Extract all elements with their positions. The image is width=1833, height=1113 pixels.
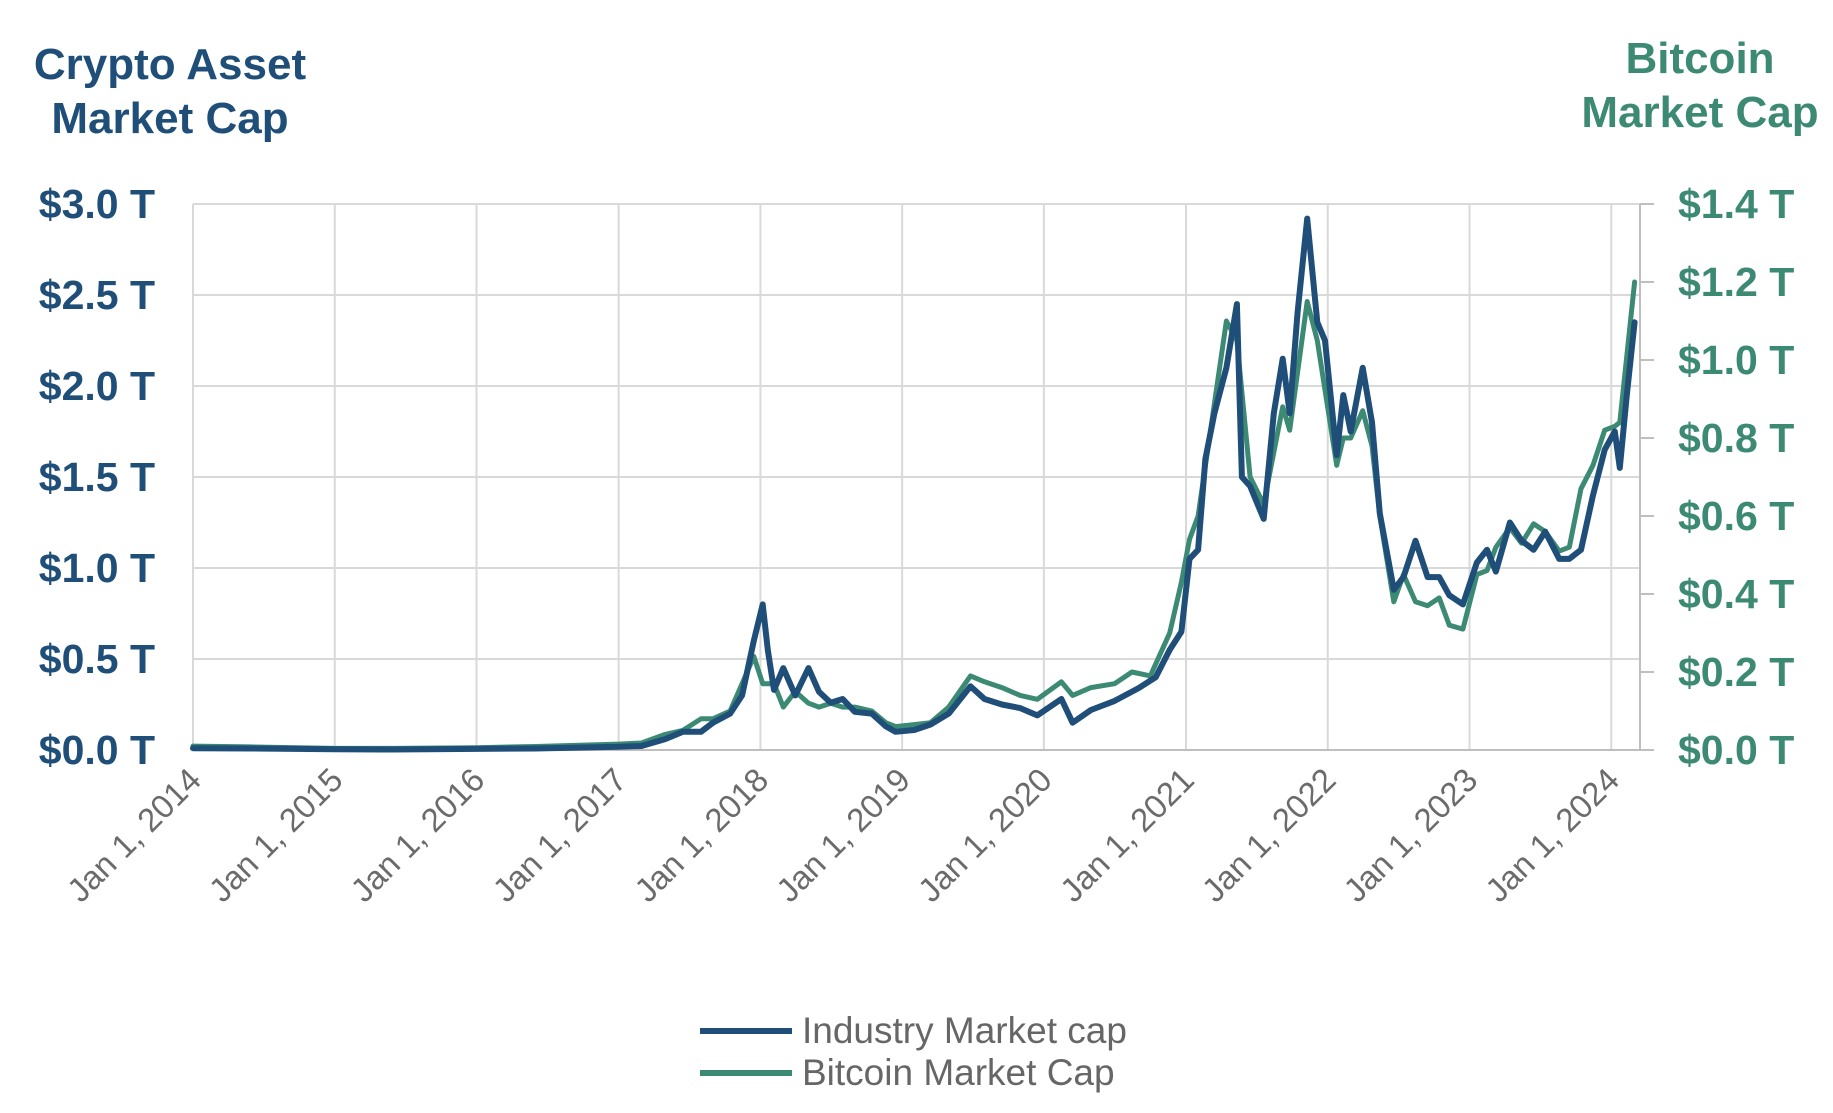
left-axis-title: Crypto Asset Market Cap — [0, 38, 340, 146]
left-axis-title-line-1: Crypto Asset — [33, 40, 307, 89]
legend-swatch-industry — [700, 1028, 792, 1034]
legend-label-industry: Industry Market cap — [802, 1010, 1127, 1051]
y-left-tick-label: $2.5 T — [39, 272, 155, 318]
y-right-tick-label: $0.0 T — [1678, 727, 1794, 773]
y-right-tick-label: $0.6 T — [1678, 493, 1794, 539]
y-left-tick-label: $1.5 T — [39, 454, 155, 500]
x-tick-label: Jan 1, 2016 — [343, 761, 491, 909]
gridlines — [192, 203, 1640, 751]
legend-swatch-bitcoin — [700, 1070, 792, 1076]
series-lines — [190, 215, 1638, 753]
x-tick-label: Jan 1, 2021 — [1053, 761, 1201, 909]
x-tick-label: Jan 1, 2015 — [202, 761, 350, 909]
legend-item-industry: Industry Market cap — [700, 1010, 1127, 1052]
x-tick-label: Jan 1, 2019 — [769, 761, 917, 909]
legend-label-bitcoin: Bitcoin Market Cap — [802, 1052, 1115, 1093]
legend-item-bitcoin: Bitcoin Market Cap — [700, 1052, 1127, 1094]
x-tick-label: Jan 1, 2017 — [485, 761, 633, 909]
x-tick-label: Jan 1, 2018 — [627, 761, 775, 909]
x-tick-label: Jan 1, 2023 — [1336, 761, 1484, 909]
y-right-tick-label: $0.4 T — [1678, 571, 1794, 617]
y-right-tick-label: $1.0 T — [1678, 337, 1794, 383]
y-right-tick-label: $0.2 T — [1678, 649, 1794, 695]
right-axis-title: Bitcoin Market Cap — [1560, 32, 1833, 140]
y-left-tick-label: $1.0 T — [39, 545, 155, 591]
left-axis-title-line-2: Market Cap — [51, 94, 289, 143]
y-left-tick-label: $2.0 T — [39, 363, 155, 409]
x-tick-label: Jan 1, 2014 — [60, 761, 208, 909]
y-right-tick-label: $0.8 T — [1678, 415, 1794, 461]
y-left-tick-label: $0.5 T — [39, 636, 155, 682]
x-tick-label: Jan 1, 2022 — [1195, 761, 1343, 909]
industry-market-cap-line — [190, 215, 1638, 753]
y-right-tick-label: $1.2 T — [1678, 259, 1794, 305]
y-right-tick-label: $1.4 T — [1678, 181, 1794, 227]
y-left-tick-label: $3.0 T — [39, 181, 155, 227]
legend: Industry Market cap Bitcoin Market Cap — [700, 1010, 1127, 1094]
y-left-tick-label: $0.0 T — [39, 727, 155, 773]
bitcoin-market-cap-line — [190, 279, 1638, 751]
x-tick-label: Jan 1, 2020 — [911, 761, 1059, 909]
x-tick-label: Jan 1, 2024 — [1478, 761, 1626, 909]
right-axis-title-line-1: Bitcoin — [1625, 34, 1775, 83]
right-axis-title-line-2: Market Cap — [1581, 88, 1819, 137]
